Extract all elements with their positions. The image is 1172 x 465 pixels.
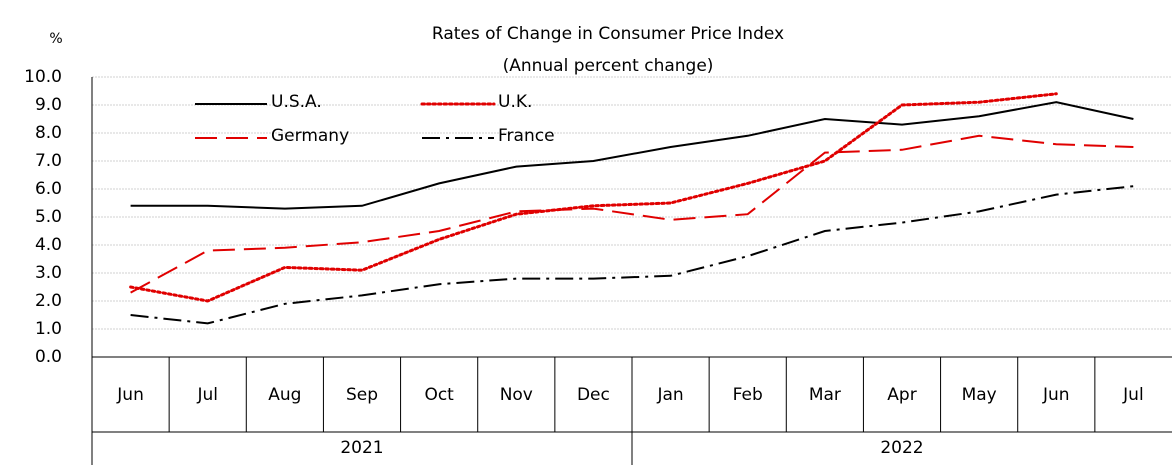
x-tick-label: Jun	[116, 385, 144, 405]
y-tick-label: 0.0	[35, 347, 62, 367]
y-tick-label: 2.0	[35, 291, 62, 311]
group-label: 2022	[880, 438, 923, 458]
y-tick-label: 7.0	[35, 151, 62, 171]
legend-label: U.K.	[498, 92, 532, 112]
x-tick-label: Jul	[1122, 385, 1144, 405]
x-tick-label: Jan	[656, 385, 683, 405]
y-tick-label: 1.0	[35, 319, 62, 339]
series-line	[130, 185, 1134, 325]
x-tick-label: Jun	[1042, 385, 1070, 405]
legend-label: France	[498, 126, 555, 146]
x-tick-label: Dec	[577, 385, 610, 405]
legend-label: Germany	[271, 126, 349, 146]
y-tick-label: 6.0	[35, 179, 62, 199]
x-tick-label: Aug	[268, 385, 301, 405]
chart-subtitle: (Annual percent change)	[503, 56, 714, 76]
x-tick-label: Apr	[887, 385, 916, 405]
series-line	[130, 134, 1134, 294]
x-tick-label: Nov	[500, 385, 533, 405]
y-tick-label: 8.0	[35, 123, 62, 143]
x-tick-label: Oct	[424, 385, 454, 405]
x-tick-label: May	[962, 385, 997, 405]
group-label: 2021	[340, 438, 383, 458]
x-tick-label: Sep	[346, 385, 378, 405]
x-tick-label: Jul	[196, 385, 218, 405]
series-line	[130, 101, 1134, 210]
y-tick-label: 4.0	[35, 235, 62, 255]
x-tick-label: Mar	[809, 385, 841, 405]
y-tick-label: 5.0	[35, 207, 62, 227]
y-tick-label: 3.0	[35, 263, 62, 283]
y-tick-label: 10.0	[24, 67, 62, 87]
series-line	[129, 92, 1058, 303]
y-tick-label: 9.0	[35, 95, 62, 115]
y-axis-label: %	[49, 31, 62, 47]
x-tick-label: Feb	[733, 385, 763, 405]
chart-title: Rates of Change in Consumer Price Index	[432, 24, 784, 44]
legend-label: U.S.A.	[271, 92, 322, 112]
